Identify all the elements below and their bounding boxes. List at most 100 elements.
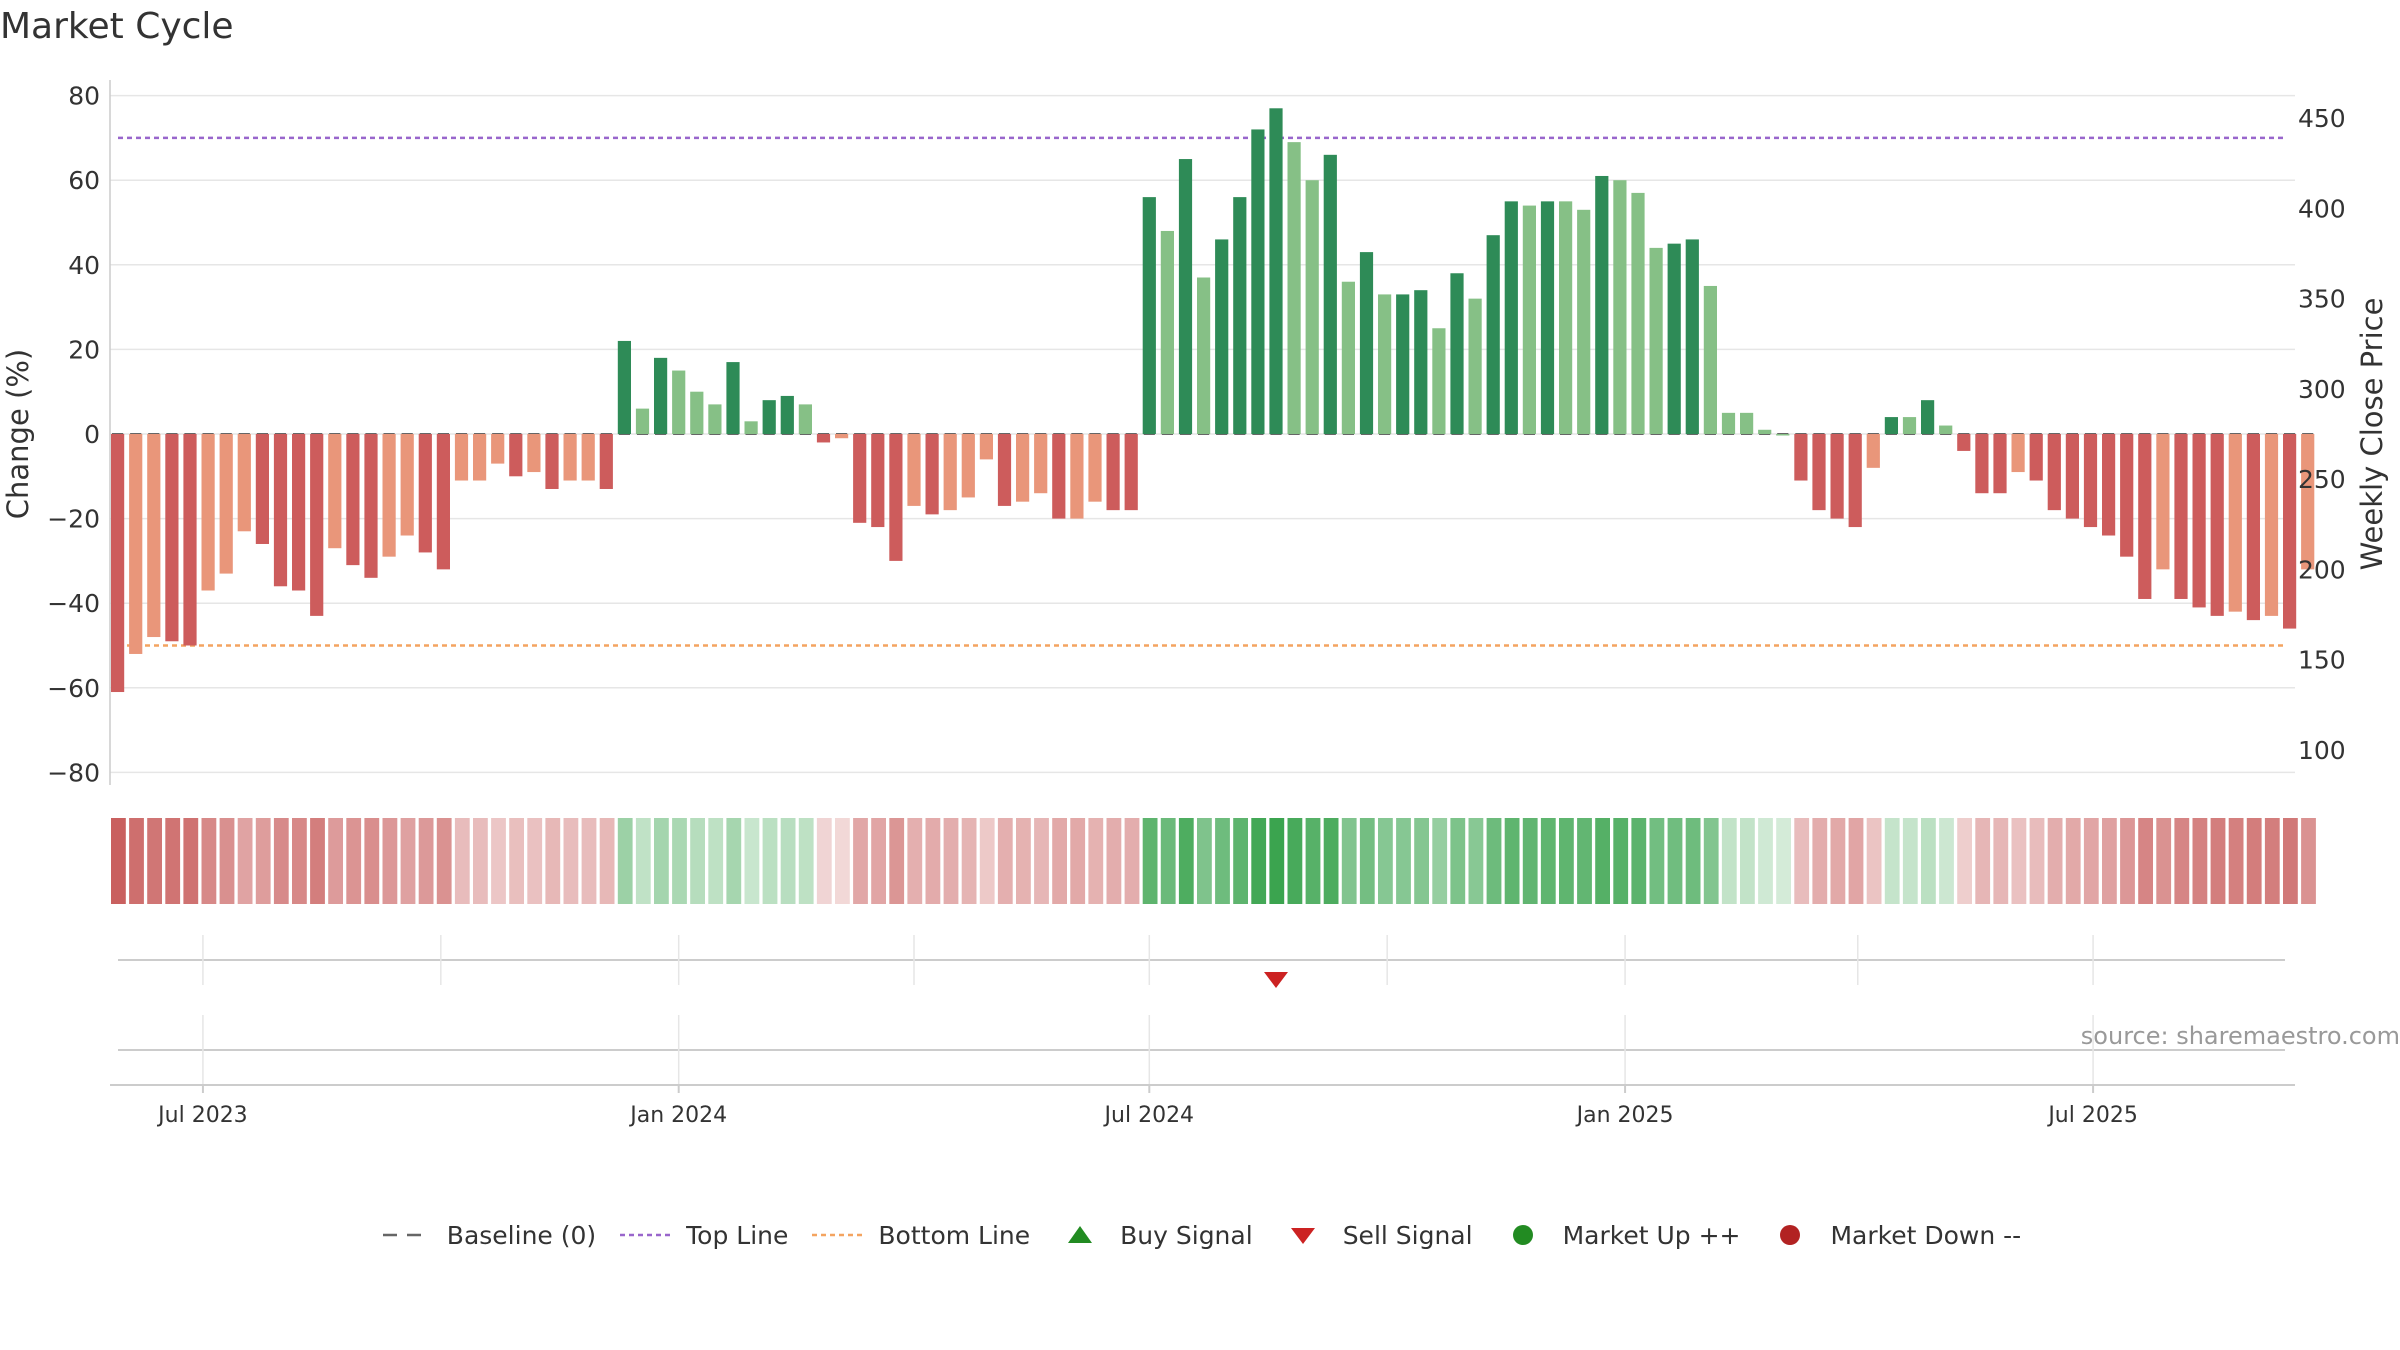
bar (1378, 294, 1392, 434)
strip-cell (2120, 818, 2135, 904)
bar (255, 434, 269, 544)
strip-cell (1595, 818, 1610, 904)
strip-cell (1160, 818, 1176, 904)
strip-cell (219, 818, 235, 904)
strip-cell (835, 818, 850, 904)
bar (364, 434, 378, 578)
strip-cell (1124, 818, 1140, 904)
strip-cell (762, 818, 778, 904)
strip-cell (1721, 818, 1737, 904)
strip-cell (1070, 818, 1086, 904)
bar (1486, 235, 1500, 434)
strip-cell (1848, 818, 1864, 904)
bar (1921, 400, 1935, 434)
chart-title: Market Cycle (0, 6, 234, 47)
strip-cell (1432, 818, 1448, 904)
legend-item-buy-signal[interactable]: Buy Signal (1052, 1221, 1253, 1250)
strip-cell (889, 818, 905, 904)
bar (1595, 175, 1609, 434)
bar (310, 434, 324, 616)
strip-cell (382, 818, 398, 904)
strip-cell (708, 818, 724, 904)
y2-tick-label: 200 (2298, 555, 2346, 584)
bar (1939, 425, 1953, 434)
signal-panel (118, 935, 2285, 1085)
strip-cell (1884, 818, 1900, 904)
bar (1414, 290, 1428, 434)
strip-cell (1613, 818, 1629, 904)
bar (816, 434, 831, 443)
strip-cell (1504, 818, 1520, 904)
dash-line-icon (382, 1233, 431, 1237)
legend-label-bottom-line: Bottom Line (878, 1220, 1031, 1250)
bar (581, 434, 595, 481)
legend-item-market-down[interactable]: Market Down -- (1762, 1221, 2021, 1250)
strip-cell (744, 818, 760, 904)
bar (1740, 412, 1754, 434)
strip-cell (201, 818, 217, 904)
y2-tick-label: 100 (2298, 736, 2346, 765)
strip-cell (255, 818, 271, 904)
strip-cell (2156, 818, 2172, 904)
strip-cell (1993, 818, 2009, 904)
strip-cell (581, 818, 597, 904)
bar (1233, 197, 1247, 434)
y2-axis-title: Weekly Close Price (2355, 298, 2389, 571)
bar (454, 434, 469, 481)
bar (690, 391, 704, 434)
bar (2301, 434, 2315, 570)
bar (201, 434, 215, 591)
dotted-line-icon (812, 1233, 865, 1237)
bar (780, 395, 794, 434)
legend-item-sell-signal[interactable]: Sell Signal (1275, 1221, 1473, 1250)
strip-cell (2138, 818, 2153, 904)
strip-cell (1975, 818, 1991, 904)
legend-label-sell-signal: Sell Signal (1342, 1220, 1473, 1250)
bar (1124, 434, 1138, 511)
strip-cell (237, 818, 253, 904)
axes: −80 −60 −40 −20 0 20 40 60 80 Change (%) 100 150 200… (1, 80, 2389, 1128)
strip-cell (1106, 818, 1122, 904)
bar (1685, 239, 1699, 434)
bar (1106, 434, 1120, 511)
strip-cell (1305, 818, 1321, 904)
legend-item-baseline[interactable]: Baseline (0) (379, 1221, 596, 1250)
strip-cell (1215, 818, 1230, 904)
bar (835, 434, 849, 439)
legend-item-bottom-line[interactable]: Bottom Line (810, 1221, 1030, 1250)
strip-cell (925, 818, 941, 904)
bar (1848, 434, 1862, 528)
legend-label-top-line: Top Line (686, 1220, 789, 1250)
bar (1667, 243, 1681, 434)
bar (2011, 434, 2025, 473)
strip-cell (545, 818, 561, 904)
y-tick-label: −60 (47, 674, 100, 703)
strip-cell (2029, 818, 2045, 904)
strip-cell (635, 818, 651, 904)
strip-cell (2083, 818, 2099, 904)
strip-cell (1197, 818, 1212, 904)
bar-series (111, 108, 2315, 693)
legend-item-top-line[interactable]: Top Line (618, 1221, 788, 1250)
bar (871, 434, 885, 528)
strip-cell (1287, 818, 1303, 904)
bar (1866, 434, 1880, 468)
bar (165, 434, 179, 642)
bar (1993, 434, 2007, 494)
strip-cell (907, 818, 923, 904)
strip-cell (1378, 818, 1393, 904)
legend-item-market-up[interactable]: Market Up ++ (1495, 1221, 1740, 1250)
strip-cell (979, 818, 995, 904)
bar (1070, 434, 1084, 519)
strip-cell (1522, 818, 1538, 904)
y-tick-label: −40 (47, 589, 100, 618)
strip-cell (2283, 818, 2298, 904)
cycle-strip (111, 818, 2316, 904)
strip-cell (436, 818, 452, 904)
bar (1975, 434, 1989, 494)
strip-cell (509, 818, 524, 904)
strip-cell (1178, 818, 1194, 904)
circle-red-icon (1780, 1225, 1801, 1245)
bar (1812, 434, 1826, 511)
